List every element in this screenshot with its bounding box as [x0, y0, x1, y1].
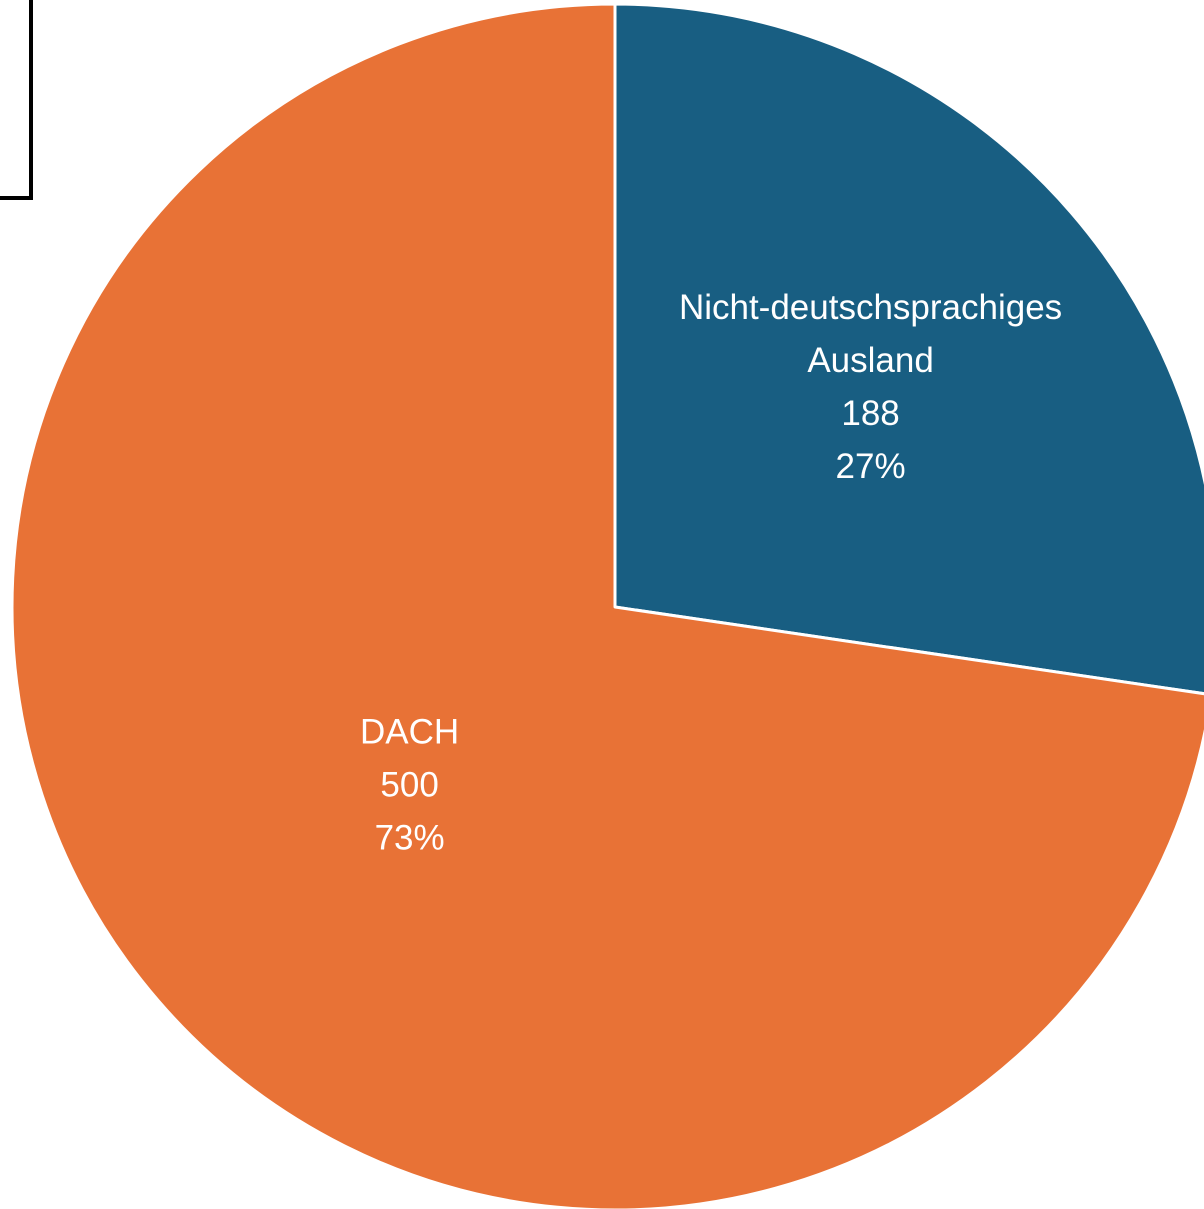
data-label-nicht-deutschsprachiges-ausland: Nicht-deutschsprachiges Ausland 188 27%	[679, 288, 1062, 486]
slice-percent-label: 27%	[836, 447, 906, 486]
pie-labels: Nicht-deutschsprachiges Ausland 188 27% DACH…	[360, 288, 1062, 858]
slice-category-label: DACH	[360, 712, 459, 751]
slice-value-label: 188	[841, 394, 899, 433]
slice-category-label: Ausland	[807, 341, 933, 380]
slice-value-label: 500	[380, 765, 438, 804]
pie-slice-nicht-deutschsprachiges-ausland	[613, 2, 1204, 696]
pie-slice-dach	[10, 2, 1204, 1209]
partial-frame-edge	[0, 0, 33, 200]
slice-percent-label: 73%	[375, 818, 445, 857]
data-label-dach: DACH 500 73%	[360, 712, 459, 857]
pie-slices	[10, 2, 1204, 1209]
slice-category-label: Nicht-deutschsprachiges	[679, 288, 1062, 327]
